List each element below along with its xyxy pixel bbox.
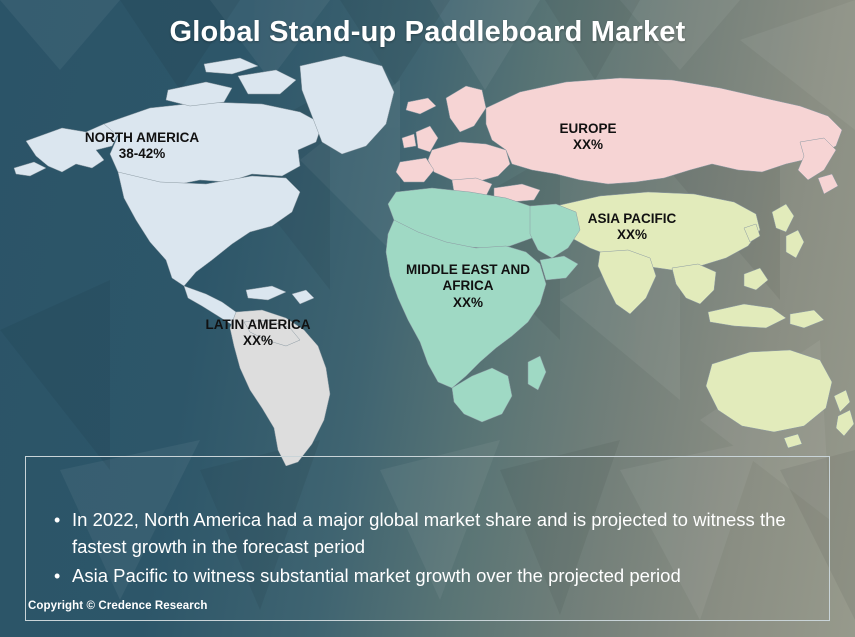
map-label-north-america: NORTH AMERICA 38-42%: [76, 130, 208, 163]
insights-callout-box: • In 2022, North America had a major glo…: [25, 456, 830, 621]
insight-text-1: In 2022, North America had a major globa…: [72, 509, 786, 557]
list-item: • Asia Pacific to witness substantial ma…: [54, 563, 809, 590]
map-label-europe-name: EUROPE: [559, 121, 617, 136]
map-label-latin-america-name: LATIN AMERICA: [205, 317, 311, 332]
map-label-asia-pacific-name: ASIA PACIFIC: [587, 211, 677, 226]
map-label-asia-pacific-value: XX%: [616, 227, 647, 243]
map-region-latin-america: [229, 309, 331, 466]
world-map: [0, 46, 855, 466]
map-region-north-america: [13, 55, 395, 327]
map-label-europe: EUROPE XX%: [548, 121, 628, 154]
page-title: Global Stand-up Paddleboard Market: [169, 16, 686, 48]
map-label-europe-value: XX%: [572, 137, 603, 153]
copyright-notice: Copyright © Credence Research: [28, 600, 208, 612]
map-label-mea-name-line1: MIDDLE EAST AND: [406, 262, 530, 277]
map-label-latin-america: LATIN AMERICA XX%: [196, 317, 320, 350]
map-region-middle-east-and-africa: [385, 187, 581, 423]
world-map-svg: [13, 55, 855, 466]
map-label-north-america-value: 38-42%: [118, 146, 166, 162]
map-label-middle-east-and-africa: MIDDLE EAST AND AFRICA XX%: [398, 262, 538, 311]
map-region-europe: [395, 77, 843, 203]
map-label-north-america-name: NORTH AMERICA: [84, 130, 200, 145]
map-label-mea-name-line2: AFRICA: [442, 278, 494, 294]
list-item: • In 2022, North America had a major glo…: [54, 507, 809, 561]
map-label-mea-value: XX%: [452, 294, 483, 310]
bullet-marker-icon: •: [54, 510, 61, 530]
bullet-marker-icon: •: [54, 565, 61, 586]
insight-text-2: Asia Pacific to witness substantial mark…: [72, 564, 681, 586]
map-label-latin-america-value: XX%: [242, 333, 273, 349]
map-label-asia-pacific: ASIA PACIFIC XX%: [580, 211, 684, 244]
insights-bullet-list: • In 2022, North America had a major glo…: [54, 507, 809, 591]
map-region-asia-pacific: [555, 191, 855, 449]
